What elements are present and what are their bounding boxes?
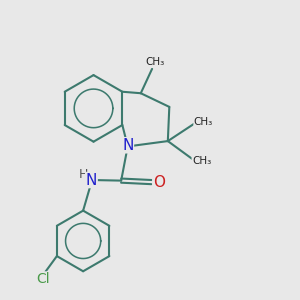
Text: CH₃: CH₃ (146, 57, 165, 67)
Text: N: N (122, 138, 134, 153)
Text: N: N (86, 172, 97, 188)
Text: O: O (153, 175, 165, 190)
Text: Cl: Cl (36, 272, 50, 286)
Text: CH₃: CH₃ (192, 156, 211, 166)
Text: H: H (78, 168, 88, 181)
Text: CH₃: CH₃ (194, 117, 213, 127)
